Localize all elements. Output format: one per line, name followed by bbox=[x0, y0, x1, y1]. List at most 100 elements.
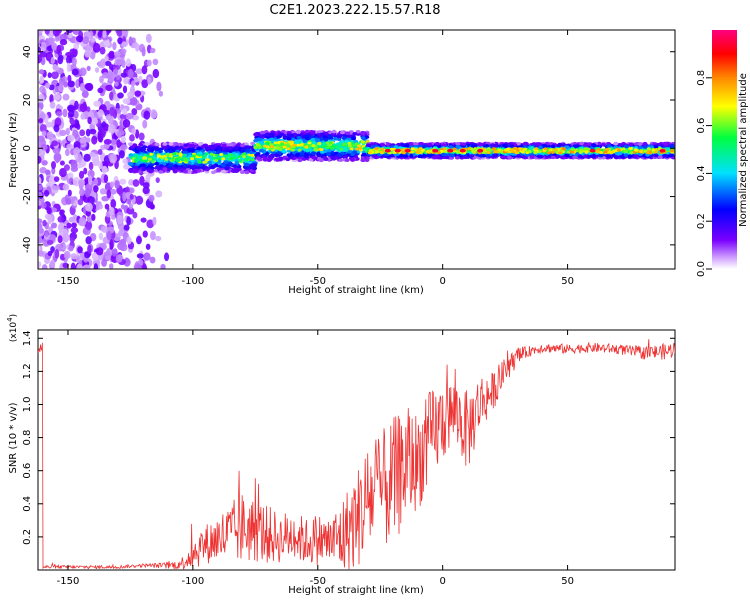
spectrogram-cell bbox=[66, 143, 73, 150]
spectrogram-cell bbox=[189, 165, 195, 169]
spectrogram-cell bbox=[149, 162, 155, 167]
spectrogram-cell bbox=[82, 264, 91, 269]
spectrogram-cell bbox=[217, 157, 222, 161]
spectrogram-cell bbox=[59, 39, 68, 46]
spectrogram-cell bbox=[90, 37, 96, 43]
spectrogram-cell bbox=[77, 246, 83, 254]
spectrogram-cell bbox=[522, 144, 528, 149]
spectrogram-cell bbox=[207, 160, 213, 165]
spectrogram-cell bbox=[261, 155, 267, 159]
spectrogram-cell bbox=[108, 206, 115, 216]
spectrogram-cell bbox=[244, 145, 250, 149]
spectrogram-cell bbox=[170, 166, 176, 171]
spectrogram-cell bbox=[67, 172, 74, 180]
spectrogram-cell bbox=[39, 75, 44, 84]
spectrogram-cell bbox=[142, 156, 147, 160]
spectrogram-cell bbox=[38, 200, 42, 206]
spectrogram-cell bbox=[139, 259, 144, 266]
spectrogram-cell bbox=[285, 143, 290, 147]
spectrogram-cell bbox=[326, 148, 332, 153]
spectrogram-cell bbox=[331, 129, 337, 134]
spectrogram-cell bbox=[101, 165, 108, 174]
spectrogram-cell bbox=[147, 157, 152, 161]
spectrogram-cell bbox=[355, 129, 361, 134]
spectrogram-cell bbox=[183, 157, 188, 161]
spectrogram-cell bbox=[58, 84, 64, 93]
spectrogram-cell bbox=[69, 48, 78, 55]
spectrogram-cell bbox=[449, 153, 455, 158]
spectrogram-cell bbox=[275, 135, 281, 139]
spectrogram-cell bbox=[91, 135, 98, 145]
spectrogram-cell bbox=[132, 211, 138, 219]
spectrogram-cell bbox=[227, 161, 233, 166]
spectrogram-cell bbox=[389, 154, 395, 158]
spectrogram-cell bbox=[209, 152, 214, 156]
spectrogram-cell bbox=[73, 110, 79, 119]
spectrogram-cell bbox=[69, 236, 76, 243]
spectrogram-cell bbox=[38, 184, 44, 191]
spectrogram-cell bbox=[59, 209, 65, 215]
spectrogram-cell bbox=[633, 154, 639, 158]
spectrogram-cell bbox=[146, 219, 155, 229]
spectrogram-cell bbox=[105, 254, 111, 261]
spectrogram-cell bbox=[258, 134, 264, 139]
spectrogram-cell bbox=[110, 138, 117, 145]
spectrogram-cell bbox=[142, 186, 150, 195]
spectrogram-cell bbox=[120, 204, 126, 210]
spectrogram-cell bbox=[97, 149, 103, 156]
spectrogram-cell bbox=[637, 142, 643, 146]
spectrogram-cell bbox=[52, 30, 61, 37]
spectrogram-cell bbox=[50, 160, 57, 170]
spectrogram-cell bbox=[662, 141, 668, 146]
spectrogram-cell bbox=[46, 207, 52, 215]
spectrogram-cell bbox=[354, 142, 359, 146]
spectrogram-cell bbox=[52, 65, 60, 71]
spectrogram-cell bbox=[141, 79, 149, 89]
spectrogram-cell bbox=[99, 46, 106, 55]
spectrogram-cell bbox=[350, 136, 356, 141]
spectrogram-cell bbox=[47, 250, 53, 257]
spectrogram-cell bbox=[128, 153, 134, 157]
spectrogram-cell bbox=[87, 116, 92, 125]
spectrogram-cell bbox=[270, 145, 275, 149]
spectrogram-cell bbox=[628, 142, 634, 147]
spectrogram-cell bbox=[149, 203, 154, 210]
spectrogram-cell bbox=[295, 152, 301, 157]
spectrogram-cell bbox=[232, 164, 238, 168]
spectrogram-cell bbox=[237, 158, 242, 162]
spectrogram-cell bbox=[132, 179, 140, 187]
spectrogram-cell bbox=[269, 135, 275, 139]
spectrogram-cell bbox=[191, 154, 196, 158]
spectrogram-cell bbox=[204, 152, 209, 156]
spectrogram-cell bbox=[154, 142, 160, 147]
spectrogram-cell bbox=[136, 253, 144, 259]
spectrogram-cell bbox=[85, 128, 91, 137]
spectrogram-cell bbox=[134, 154, 139, 158]
spectrogram-cell bbox=[38, 93, 45, 104]
spectrogram-cell bbox=[114, 179, 120, 189]
spectrogram-cell bbox=[67, 104, 75, 112]
spectrogram-cell bbox=[336, 153, 342, 157]
spectrogram-cell bbox=[128, 36, 133, 47]
spectrogram-cell bbox=[103, 174, 109, 184]
spectrogram-cell bbox=[135, 235, 142, 245]
spectrogram-cell bbox=[188, 148, 194, 153]
spectrogram-cell bbox=[49, 101, 56, 109]
spectrogram-cell bbox=[62, 262, 69, 269]
spectrogram-cell bbox=[101, 195, 110, 202]
spectrogram-cell bbox=[299, 153, 305, 158]
spectrogram-cell bbox=[463, 155, 469, 160]
spectrogram-cell bbox=[170, 147, 176, 151]
spectrogram-cell bbox=[97, 87, 104, 94]
spectrogram-cell bbox=[197, 160, 202, 164]
spectrogram-cell bbox=[141, 46, 146, 57]
spectrogram-cell bbox=[310, 130, 316, 135]
spectrogram-cell bbox=[65, 55, 72, 65]
spectrogram-cell bbox=[146, 154, 151, 158]
spectrogram-cell bbox=[144, 142, 150, 146]
spectrogram-cell bbox=[70, 253, 78, 260]
spectrogram-cell bbox=[214, 153, 219, 157]
spectrogram-cell bbox=[183, 170, 189, 174]
spectrogram-cell bbox=[606, 144, 612, 148]
spectrogram-cell bbox=[84, 82, 93, 90]
